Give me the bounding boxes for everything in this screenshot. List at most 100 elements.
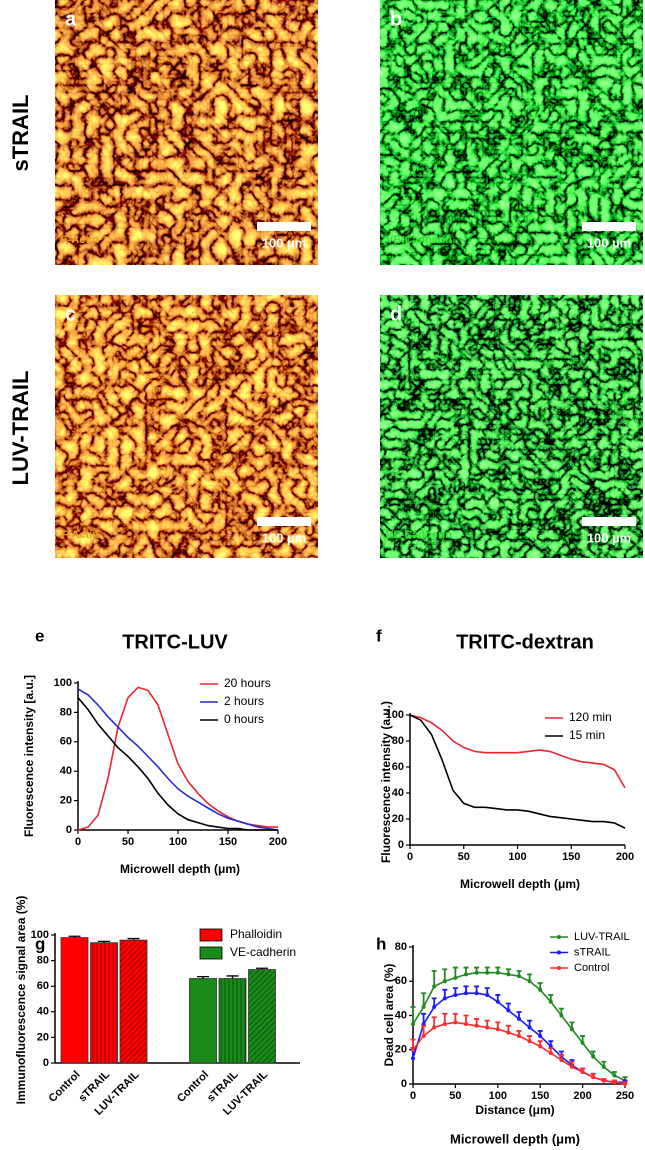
y-tick-label: 80 xyxy=(392,735,404,747)
y-tick-label: 60 xyxy=(60,736,72,748)
data-point xyxy=(432,984,437,989)
legend-label: 0 hours xyxy=(224,712,264,726)
legend-label: Control xyxy=(574,962,609,974)
scale-label: 100 µm xyxy=(587,530,631,545)
bar xyxy=(189,978,217,1064)
error-bar xyxy=(68,935,81,938)
scale-bar xyxy=(582,222,636,231)
panel-letter: g xyxy=(35,934,45,953)
data-point xyxy=(506,1008,511,1013)
error-bar xyxy=(256,967,268,970)
data-point xyxy=(453,975,458,980)
stain-label: F-Actin xyxy=(61,529,99,541)
series-line xyxy=(409,714,626,789)
data-point xyxy=(495,970,500,975)
panel-letter: a xyxy=(65,8,77,30)
data-point xyxy=(442,1022,447,1027)
panel-letter: b xyxy=(390,8,402,30)
x-tick-label: 150 xyxy=(219,836,237,848)
x-tick-label: 100 xyxy=(169,836,187,848)
data-point xyxy=(612,1080,617,1085)
footer-label: Microwell depth (μm) xyxy=(450,1131,580,1146)
x-tick-label: 50 xyxy=(449,1090,461,1102)
stain-label: F-Actin xyxy=(61,234,99,246)
y-tick-label: 60 xyxy=(37,980,49,992)
scale-bar xyxy=(582,517,636,526)
scale-label: 100 µm xyxy=(587,235,631,250)
data-point xyxy=(559,1013,564,1018)
data-point xyxy=(464,1022,468,1027)
data-point xyxy=(453,992,458,997)
legend-label: 120 min xyxy=(569,710,612,724)
row-label: LUV-TRAIL xyxy=(8,371,33,486)
x-tick-label: 200 xyxy=(616,851,634,863)
legend-marker xyxy=(557,935,561,939)
data-point xyxy=(570,1064,574,1069)
data-point xyxy=(527,1025,532,1030)
legend-label: 15 min xyxy=(569,728,605,742)
data-point xyxy=(591,1075,596,1080)
chart-title: TRITC-dextran xyxy=(456,631,594,653)
y-tick-label: 80 xyxy=(395,941,407,953)
y-tick-label: 40 xyxy=(37,1006,49,1018)
series-line xyxy=(77,686,278,831)
x-tick-label: 0 xyxy=(410,1090,416,1102)
scale-bar xyxy=(257,517,311,526)
data-point xyxy=(442,979,447,984)
data-point xyxy=(432,1004,437,1009)
y-tick-label: 20 xyxy=(395,1044,407,1056)
y-tick-label: 100 xyxy=(31,929,49,941)
data-point xyxy=(411,1022,415,1027)
x-tick-label: Control xyxy=(175,1069,211,1105)
y-tick-label: 20 xyxy=(37,1031,49,1043)
data-point xyxy=(421,1004,426,1009)
y-tick-label: 60 xyxy=(395,975,407,987)
bar xyxy=(248,969,276,1064)
y-tick-label: 100 xyxy=(54,677,72,689)
data-point xyxy=(411,1056,415,1061)
data-point xyxy=(612,1073,617,1078)
data-point xyxy=(506,1030,511,1035)
legend-label: 2 hours xyxy=(224,694,264,708)
stain-label: VE-Cadherin xyxy=(386,529,452,541)
data-point xyxy=(559,1058,564,1063)
y-tick-label: 80 xyxy=(37,955,49,967)
y-tick-label: 0 xyxy=(398,839,404,851)
x-tick-label: 0 xyxy=(407,851,413,863)
data-point xyxy=(548,1051,553,1056)
micrograph xyxy=(55,295,318,558)
x-tick-label: 100 xyxy=(489,1090,507,1102)
x-tick-label: 50 xyxy=(458,851,470,863)
error-bar xyxy=(421,992,427,1007)
x-tick-label: 250 xyxy=(616,1090,634,1102)
legend-marker xyxy=(557,950,561,955)
row-label: sTRAIL xyxy=(8,95,33,172)
data-point xyxy=(538,1044,543,1049)
error-bar xyxy=(98,940,110,943)
series-line xyxy=(77,697,278,831)
y-tick-label: 40 xyxy=(395,1009,407,1021)
y-tick-label: 0 xyxy=(43,1057,49,1069)
data-point xyxy=(580,1070,585,1075)
y-tick-label: 40 xyxy=(60,765,72,777)
legend-label: sTRAIL xyxy=(574,946,611,958)
micrograph xyxy=(55,0,318,265)
data-point xyxy=(442,996,447,1001)
y-tick-label: 40 xyxy=(392,787,404,799)
data-point xyxy=(527,1039,532,1044)
data-point xyxy=(485,970,490,975)
data-point xyxy=(453,1020,458,1025)
y-tick-label: 20 xyxy=(60,795,72,807)
micrograph xyxy=(380,295,643,558)
y-axis-label: Immunofluorescence signal area (%) xyxy=(14,896,28,1105)
data-point xyxy=(411,1047,415,1052)
data-point xyxy=(527,979,532,984)
x-tick-label: 100 xyxy=(508,851,526,863)
error-bar xyxy=(127,937,140,941)
data-point xyxy=(495,1027,500,1032)
error-bar xyxy=(226,975,239,979)
scale-label: 100 µm xyxy=(262,235,306,250)
data-point xyxy=(495,999,500,1004)
x-tick-label: 150 xyxy=(562,851,580,863)
data-point xyxy=(474,991,479,996)
